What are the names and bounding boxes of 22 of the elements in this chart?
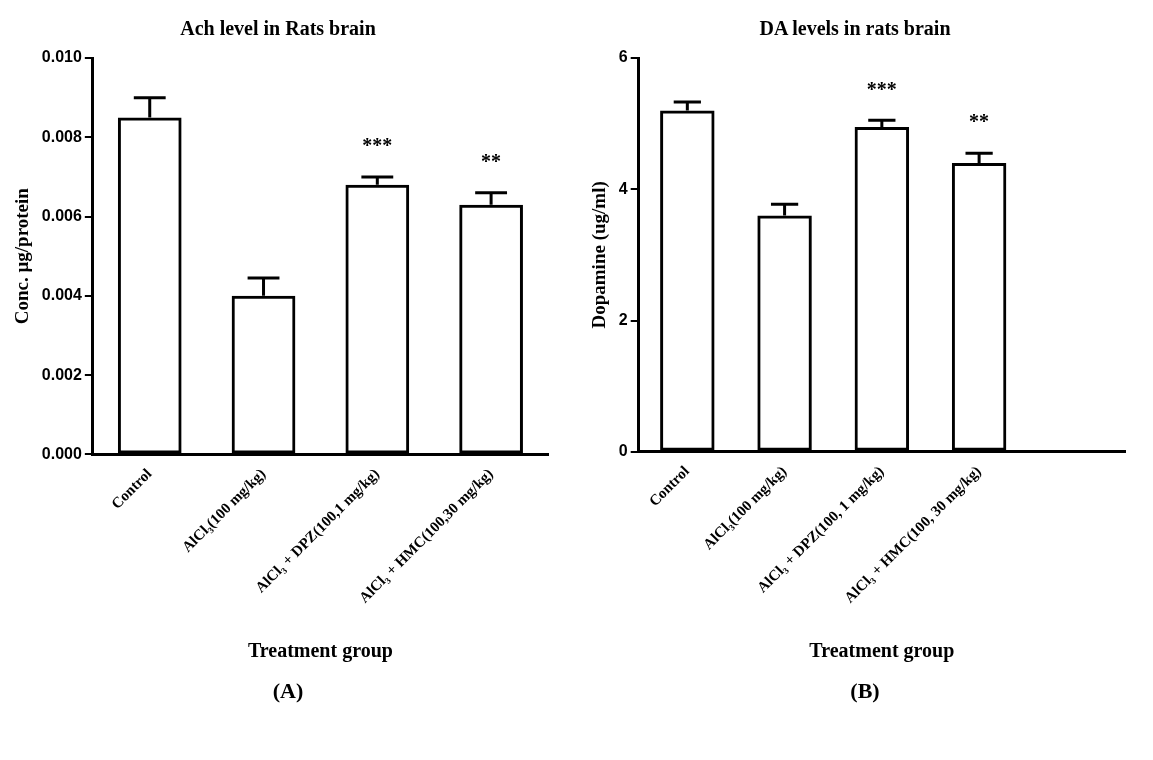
text: (B) <box>849 678 881 704</box>
y-tick-label: 0 <box>618 442 628 460</box>
y-tick-label: 2 <box>618 310 628 328</box>
text: (A) <box>271 678 305 704</box>
y-tick-label: 6 <box>618 48 628 66</box>
annotation: ** <box>969 110 990 133</box>
annotation: *** <box>362 134 393 157</box>
y-tick-label: 0.002 <box>41 365 82 383</box>
y-tick-label: 0.006 <box>41 206 82 224</box>
annotation: ** <box>481 149 502 172</box>
y-tick-label: 0.000 <box>41 444 82 462</box>
y-tick-label: 0.004 <box>41 286 82 304</box>
y-axis-title: Conc. µg/protein <box>11 187 33 325</box>
chart-title: Ach level in Rats brain <box>180 17 376 40</box>
y-tick-label: 4 <box>618 179 628 197</box>
chart-title: DA levels in rats brain <box>759 17 951 40</box>
y-axis-title: Dopamine (ug/ml) <box>588 181 611 329</box>
x-axis-title: Treatment group <box>809 639 955 663</box>
y-tick-label: 0.008 <box>41 127 82 145</box>
x-axis-title: Treatment group <box>247 639 393 663</box>
y-tick-label: 0.010 <box>41 48 82 66</box>
annotation: *** <box>866 77 897 100</box>
